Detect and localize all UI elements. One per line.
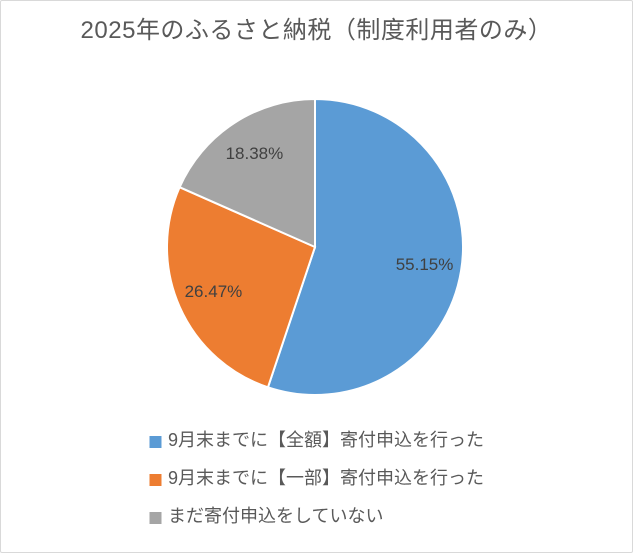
legend-label: 9月末までに【一部】寄付申込を行った — [167, 468, 485, 488]
pie-slice — [166, 185, 317, 389]
legend-item-full-donation: 9月末までに【全額】寄付申込を行った — [148, 428, 485, 453]
legend: 9月末までに【全額】寄付申込を行った 9月末までに【一部】寄付申込を行った まだ… — [148, 428, 485, 529]
pie-slice — [178, 97, 316, 249]
pie-svg — [166, 97, 464, 396]
pie-chart: 55.15% 26.47% 18.38% — [165, 97, 465, 397]
legend-item-partial-donation: 9月末までに【一部】寄付申込を行った — [148, 466, 485, 491]
legend-item-no-donation: まだ寄付申込をしていない — [148, 504, 384, 529]
legend-marker-blue-square — [148, 435, 161, 448]
pie-slice — [266, 97, 464, 396]
legend-label: まだ寄付申込をしていない — [167, 506, 384, 526]
chart-title: 2025年のふるさと納税（制度利用者のみ） — [80, 17, 553, 44]
legend-label: 9月末までに【全額】寄付申込を行った — [167, 430, 485, 450]
legend-marker-gray-square — [148, 511, 161, 524]
legend-marker-orange-square — [148, 473, 161, 486]
